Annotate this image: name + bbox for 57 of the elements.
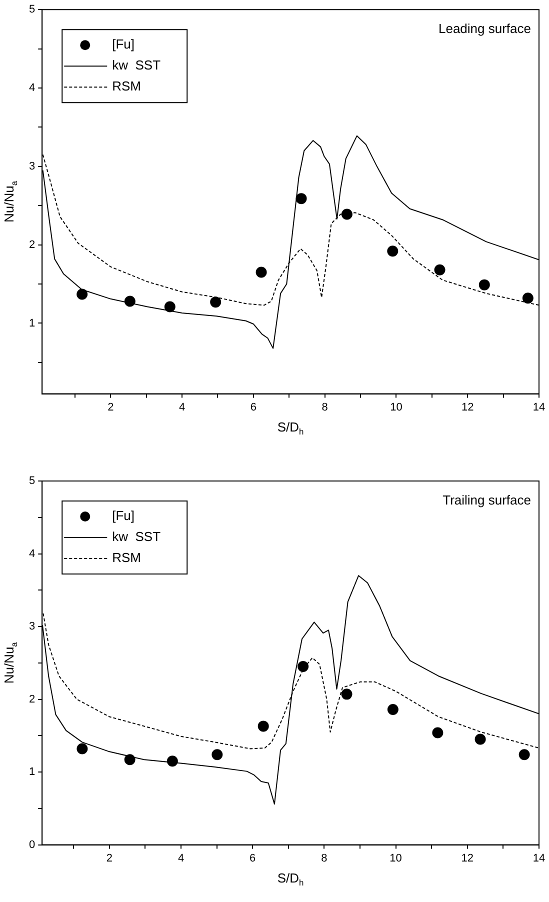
- y-axis-title: Nu/Nua: [2, 180, 20, 222]
- point: [518, 749, 530, 760]
- legend-label: RSM: [112, 550, 142, 566]
- y-tick-label: 1: [28, 317, 36, 330]
- x-tick-label: 14: [532, 852, 546, 864]
- point: [341, 208, 352, 220]
- x-tick-label: 2: [108, 401, 114, 414]
- y-tick-label: 4: [28, 548, 36, 560]
- y-tick-label: 1: [28, 766, 36, 778]
- point: [212, 749, 223, 760]
- y-tick-label: 5: [28, 4, 36, 16]
- legend-label: kw SST: [112, 529, 161, 544]
- x-tick-label: 14: [532, 401, 546, 414]
- x-tick-label: 12: [461, 852, 474, 864]
- x-tick-label: 4: [178, 401, 186, 414]
- point: [258, 720, 269, 732]
- point: [387, 246, 398, 257]
- point: [210, 296, 222, 308]
- y-tick-label: 4: [28, 82, 36, 94]
- legend-label: RSM: [112, 78, 142, 94]
- x-tick-label: 10: [390, 852, 402, 864]
- point: [341, 688, 352, 700]
- point: [256, 266, 267, 278]
- annotation: Trailing surface: [442, 492, 531, 508]
- x-tick-label: 6: [250, 852, 256, 864]
- y-tick-label: 0: [28, 838, 36, 851]
- point: [478, 279, 490, 290]
- x-tick-label: 8: [322, 401, 328, 414]
- x-tick-label: 2: [106, 852, 112, 864]
- point: [76, 288, 88, 300]
- point: [76, 743, 88, 754]
- point: [474, 734, 486, 745]
- x-tick-label: 10: [390, 401, 402, 414]
- x-tick-label: 8: [321, 852, 328, 864]
- legend-label: [Fu]: [112, 508, 135, 524]
- legend-label: kw SST: [112, 58, 161, 73]
- point: [124, 754, 136, 766]
- point: [432, 727, 444, 738]
- x-tick-label: 12: [461, 401, 474, 414]
- legend-label: [Fu]: [112, 36, 135, 52]
- point: [296, 193, 307, 204]
- y-tick-label: 2: [28, 238, 36, 251]
- y-tick-label: 3: [28, 620, 36, 633]
- point: [434, 264, 446, 276]
- y-tick-label: 2: [28, 693, 36, 706]
- point: [164, 301, 176, 312]
- point: [166, 756, 178, 767]
- y-tick-label: 5: [28, 475, 36, 488]
- annotation: Leading surface: [438, 21, 531, 36]
- point: [522, 292, 534, 304]
- y-tick-label: 3: [28, 160, 36, 172]
- point: [124, 296, 136, 307]
- y-axis-title: Nu/Nua: [2, 642, 20, 684]
- point: [298, 661, 309, 672]
- x-tick-label: 4: [178, 852, 184, 864]
- point: [387, 704, 398, 715]
- x-tick-label: 6: [250, 401, 256, 414]
